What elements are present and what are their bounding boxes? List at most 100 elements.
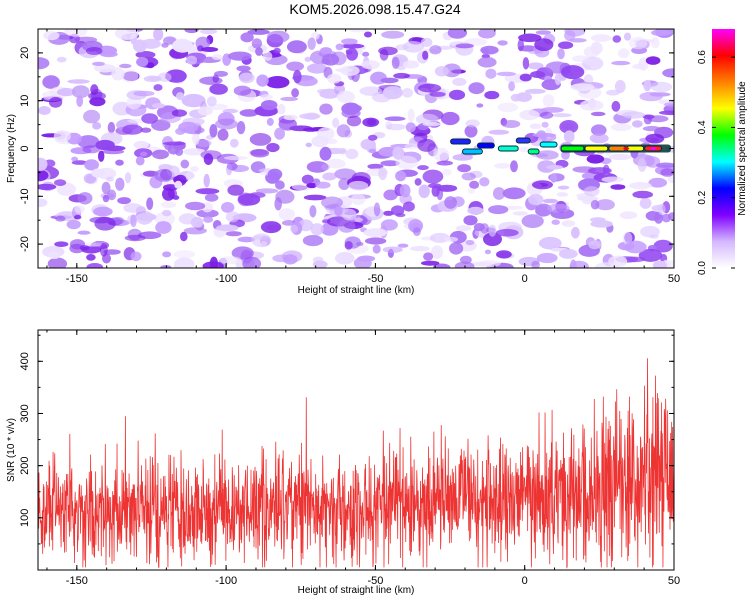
noise-blob [540,111,554,119]
noise-blob [305,142,312,148]
noise-blob [452,154,474,161]
noise-blob [443,236,459,242]
noise-blob [606,89,620,96]
noise-blob [56,56,67,63]
noise-blob [362,51,370,57]
noise-blob [107,121,116,134]
noise-blob [496,250,512,259]
noise-blob [306,182,317,189]
noise-blob [185,201,206,211]
noise-blob [222,108,238,114]
noise-blob [610,184,626,190]
noise-blob [301,174,314,185]
noise-blob [255,47,263,56]
noise-blob [407,108,415,123]
noise-blob [611,100,621,112]
noise-blob [203,153,214,166]
noise-blob [183,227,207,235]
noise-blob [76,95,84,107]
noise-blob [135,51,156,59]
noise-blob [123,203,143,213]
noise-blob [538,236,562,250]
noise-blob [69,243,85,254]
noise-blob [531,260,540,268]
noise-blob [86,263,104,268]
snr-ytick-label: 400 [19,352,31,370]
noise-blob [502,187,526,200]
noise-blob [601,176,624,183]
noise-blob [434,66,449,77]
noise-blob [364,31,372,38]
snr-ylabel: SNR (10 * v/v) [6,418,17,482]
noise-blob [238,193,261,206]
noise-blob [614,79,626,94]
noise-blob [345,148,359,160]
colorbar-gradient [712,29,735,268]
noise-blob [391,56,400,69]
noise-blob [322,53,340,66]
noise-blob [174,180,183,189]
noise-blob [38,198,48,208]
noise-blob [546,203,570,213]
noise-blob [422,50,429,60]
noise-blob [162,141,186,146]
noise-blob [420,37,433,48]
noise-blob [196,209,219,218]
colorbar-label: Normalized spectral amplitude [737,81,748,216]
noise-blob [211,54,223,61]
noise-blob [239,109,259,117]
noise-blob [628,36,648,50]
noise-blob [326,138,338,145]
noise-blob [461,172,476,181]
noise-blob [421,260,440,266]
noise-blob [367,163,384,170]
noise-blob [38,57,50,70]
noise-blob [152,103,165,109]
noise-blob [90,84,99,96]
noise-blob [637,158,647,172]
noise-blob [383,189,398,201]
noise-blob [383,210,394,216]
noise-blob [327,73,342,84]
noise-blob [348,180,369,191]
noise-blob [608,153,632,161]
noise-blob [423,252,434,261]
noise-blob [122,124,143,135]
noise-blob [645,133,665,144]
noise-blob [417,165,429,171]
noise-blob [536,252,558,264]
noise-blob [467,206,484,215]
noise-blob [180,231,188,242]
noise-blob [176,92,185,101]
noise-blob [148,76,160,81]
heatmap-xtick-label: 50 [668,273,680,285]
noise-blob [326,158,346,169]
noise-blob [429,45,442,55]
colorbar: 0.0 0.2 0.4 0.6 Normalized spectral amplitud… [697,29,748,275]
noise-blob [478,260,501,267]
noise-blob [463,215,478,226]
noise-blob [532,180,553,190]
noise-blob [251,38,263,49]
noise-blob [558,248,578,259]
noise-blob [355,241,364,246]
noise-blob [444,196,457,209]
noise-blob [332,117,340,128]
noise-blob [239,72,255,84]
noise-blob [350,193,366,206]
noise-blob [642,125,661,132]
noise-blob [404,143,420,150]
signal-segment [627,146,644,151]
noise-blob [341,38,358,45]
snr-xtick-label: -150 [66,575,88,587]
heatmap-ytick-label: 0 [19,145,31,151]
noise-blob [107,189,117,201]
noise-blob [402,201,415,212]
noise-blob [133,140,149,149]
noise-blob [217,128,229,141]
noise-blob [48,96,63,108]
snr-series-line [38,358,674,569]
noise-blob [417,138,436,152]
